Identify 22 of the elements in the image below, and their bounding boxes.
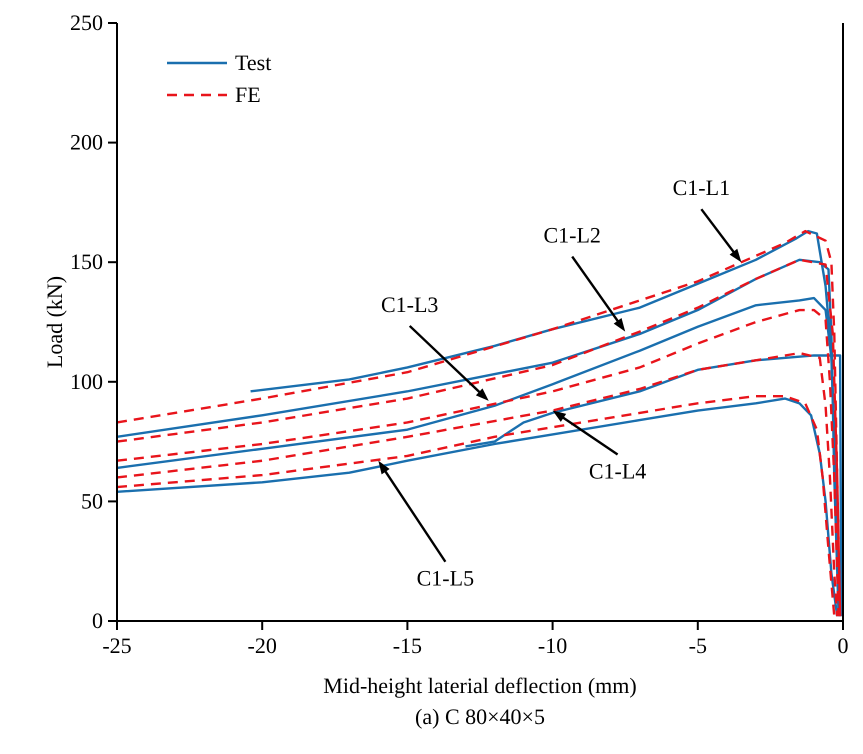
annotation: C1-L4	[588, 458, 646, 484]
y-tick-label: 150	[70, 249, 103, 274]
legend-label: Test	[235, 50, 272, 75]
annotation: C1-L3	[380, 292, 438, 317]
text: (a) C 80×40×5	[415, 704, 545, 729]
x-tick-label: -25	[102, 633, 132, 658]
y-axis-title: Load (kN)	[42, 276, 67, 368]
annotation: C1-L2	[543, 222, 601, 248]
x-tick-label: -10	[538, 633, 568, 658]
x-axis-title: Mid-height laterial deflection (mm)	[323, 673, 637, 698]
x-tick-label: -20	[248, 633, 277, 658]
y-tick-label: 0	[92, 608, 103, 633]
annotation: C1-L1	[672, 175, 730, 200]
x-tick-label: 0	[838, 633, 848, 658]
x-tick-label: -5	[688, 633, 707, 658]
y-tick-label: 200	[70, 130, 103, 155]
legend-label: FE	[235, 82, 261, 107]
annotation: C1-L5	[416, 566, 474, 591]
x-tick-label: -15	[392, 633, 422, 658]
y-tick-label: 50	[81, 488, 103, 514]
y-tick-label: 250	[70, 10, 103, 35]
y-tick-label: 100	[70, 368, 103, 394]
